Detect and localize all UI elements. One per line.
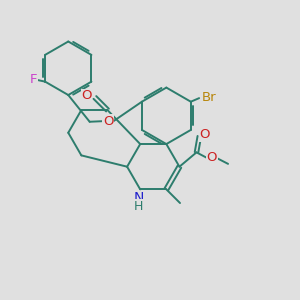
Text: F: F [30,73,38,86]
Text: Br: Br [202,91,217,104]
Text: O: O [207,152,217,164]
Text: H: H [134,200,143,213]
Text: O: O [200,128,210,141]
Text: O: O [103,115,113,128]
Text: N: N [134,191,144,205]
Text: O: O [81,89,92,103]
